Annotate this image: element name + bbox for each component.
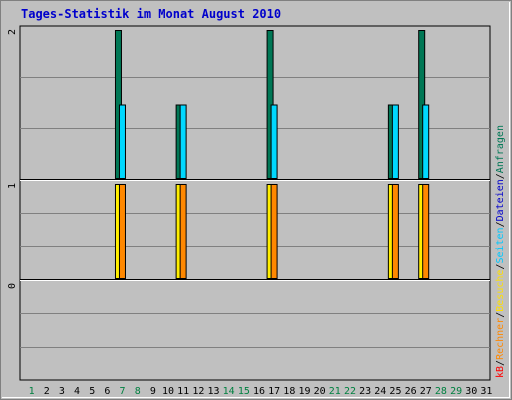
x-tick-label: 27 xyxy=(420,386,432,397)
x-tick-label: 16 xyxy=(253,386,265,397)
x-tick-label: 20 xyxy=(314,386,326,397)
x-tick-label: 3 xyxy=(59,386,65,397)
legend-item: Anfragen xyxy=(495,125,506,173)
legend-item: / xyxy=(495,173,506,179)
x-tick-label: 11 xyxy=(177,386,189,397)
x-tick-label: 17 xyxy=(268,386,280,397)
x-tick-label: 18 xyxy=(283,386,295,397)
x-tick-label: 31 xyxy=(480,386,492,397)
x-tick-label: 6 xyxy=(104,386,110,397)
x-tick-label: 7 xyxy=(120,386,126,397)
bar-seiten-day-17 xyxy=(270,104,278,179)
bar-rechner-day-7 xyxy=(118,184,126,279)
y-tick-label: 2 xyxy=(7,29,18,35)
x-tick-label: 26 xyxy=(405,386,417,397)
x-tick-label: 19 xyxy=(298,386,310,397)
bar-seiten-day-25 xyxy=(391,104,399,179)
legend-item: kB xyxy=(495,366,506,378)
x-tick-label: 22 xyxy=(344,386,356,397)
bar-seiten-day-11 xyxy=(179,104,187,179)
legend-item: Dateien xyxy=(495,179,506,221)
bar-rechner-day-17 xyxy=(270,184,278,279)
bar-seiten-day-27 xyxy=(422,104,430,179)
plot-area xyxy=(19,25,491,381)
bar-rechner-day-11 xyxy=(179,184,187,279)
x-tick-label: 24 xyxy=(374,386,386,397)
y-tick-label: 1 xyxy=(7,183,18,189)
x-tick-label: 4 xyxy=(74,386,80,397)
x-tick-label: 28 xyxy=(435,386,447,397)
x-tick-label: 14 xyxy=(223,386,235,397)
chart-title: Tages-Statistik im Monat August 2010 xyxy=(21,7,282,21)
x-tick-label: 29 xyxy=(450,386,462,397)
legend-item: Seiten xyxy=(495,227,506,263)
x-tick-label: 1 xyxy=(29,386,35,397)
x-tick-label: 2 xyxy=(44,386,50,397)
bar-rechner-day-25 xyxy=(391,184,399,279)
x-tick-label: 13 xyxy=(207,386,219,397)
legend-text: kB/Rechner/Besuche/Seiten/Dateien/Anfrag… xyxy=(495,125,506,378)
x-tick-label: 8 xyxy=(135,386,141,397)
x-tick-label: 21 xyxy=(329,386,341,397)
x-tick-label: 30 xyxy=(465,386,477,397)
legend-item: Besuche xyxy=(495,270,506,312)
legend-item: / xyxy=(495,312,506,318)
x-tick-label: 23 xyxy=(359,386,371,397)
bar-seiten-day-7 xyxy=(118,104,126,179)
legend-item: / xyxy=(495,221,506,227)
x-tick-label: 10 xyxy=(162,386,174,397)
legend-item: Rechner xyxy=(495,318,506,360)
y-tick-label: 0 xyxy=(7,283,18,289)
x-tick-label: 12 xyxy=(192,386,204,397)
x-tick-label: 15 xyxy=(238,386,250,397)
legend: kB/Rechner/Besuche/Seiten/Dateien/Anfrag… xyxy=(495,125,506,378)
x-tick-label: 5 xyxy=(89,386,95,397)
x-tick-label: 25 xyxy=(389,386,401,397)
bar-rechner-day-27 xyxy=(422,184,430,279)
legend-item: / xyxy=(495,360,506,366)
legend-item: / xyxy=(495,264,506,270)
x-tick-label: 9 xyxy=(150,386,156,397)
